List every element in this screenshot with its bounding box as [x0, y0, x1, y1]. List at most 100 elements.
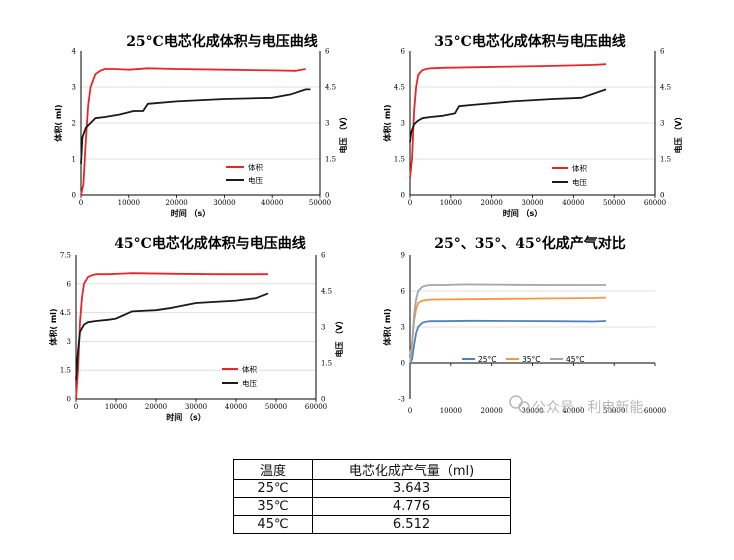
y-axis-label-left: 体积( ml) — [382, 104, 392, 141]
x-tick-label: 10000 — [118, 199, 140, 207]
y-tick-label-left: 9 — [401, 252, 405, 260]
legend-label: 体积 — [572, 163, 587, 173]
cell-temperature: 25℃ — [233, 479, 313, 498]
legend-label: 25°C — [478, 355, 497, 364]
x-axis-label: 时间 （s） — [503, 208, 543, 218]
y-tick-label-right: 0 — [325, 192, 329, 200]
y-tick-label-right: 0 — [321, 396, 325, 404]
x-tick-label: 20000 — [145, 403, 167, 411]
cell-gas-volume: 4.776 — [312, 497, 511, 516]
series-line-2 — [80, 88, 311, 164]
legend-label: 电压 — [572, 177, 587, 187]
legend-label: 体积 — [248, 162, 263, 172]
x-tick-label: 50000 — [603, 199, 625, 207]
chart-title: 25°C电芯化成体积与电压曲线 — [126, 33, 318, 50]
x-tick-label: 50000 — [603, 407, 625, 415]
x-tick-label: 0 — [408, 199, 412, 207]
series-line-2 — [409, 88, 607, 143]
y-tick-label-left: 3 — [401, 324, 405, 332]
y-tick-label-right: 3 — [325, 120, 329, 128]
y-tick-label-left: 3 — [72, 84, 76, 92]
x-tick-label: 50000 — [309, 199, 331, 207]
series-line-3 — [409, 283, 606, 364]
x-tick-label: 60000 — [644, 407, 666, 415]
y-tick-label-left: 0 — [401, 360, 405, 368]
x-tick-label: 30000 — [521, 199, 543, 207]
y-tick-label-left: 0 — [401, 192, 405, 200]
wechat-icon — [518, 401, 530, 413]
chart-c45: 45°C电芯化成体积与电压曲线 0 10000 20000 30000 40000 5000… — [48, 235, 344, 422]
y-tick-label-right: 3 — [660, 120, 664, 128]
chart-c35: 35°C电芯化成体积与电压曲线 0 10000 20000 30000 40000 5000… — [382, 33, 683, 218]
x-tick-label: 0 — [74, 403, 78, 411]
series-line-1 — [80, 67, 306, 196]
x-tick-label: 50000 — [265, 403, 287, 411]
y-tick-label-left: 2 — [72, 120, 76, 128]
legend-label: 电压 — [248, 175, 263, 185]
series-line-1 — [75, 272, 268, 400]
x-tick-label: 30000 — [521, 407, 543, 415]
x-tick-label: 40000 — [562, 407, 584, 415]
x-axis-label: 时间 （s） — [166, 412, 206, 422]
x-tick-label: 20000 — [481, 407, 503, 415]
x-tick-label: 10000 — [440, 199, 462, 207]
y-tick-label-left: 6 — [67, 280, 72, 288]
y-tick-label-left: 3 — [401, 120, 405, 128]
gas-volume-table: 温度 电芯化成产气量（ml) 25℃ 3.643 35℃ 4.776 45℃ 6… — [233, 459, 511, 534]
watermark-text: 公众号 · 利电新能 — [532, 400, 643, 416]
series-line-1 — [409, 63, 607, 179]
y-tick-label-left: 4.5 — [394, 84, 405, 92]
x-tick-label: 10000 — [440, 407, 462, 415]
y-tick-label-right: 4.5 — [321, 288, 332, 296]
x-tick-label: 20000 — [165, 199, 187, 207]
x-tick-label: 40000 — [225, 403, 247, 411]
legend-label: 45°C — [566, 355, 585, 364]
y-tick-label-left: -3 — [398, 396, 405, 404]
chart-title: 35°C电芯化成体积与电压曲线 — [434, 33, 626, 50]
y-tick-label-left: 7.5 — [60, 252, 71, 260]
y-tick-label-left: 4 — [72, 48, 77, 56]
y-axis-label-left: 体积( ml) — [48, 308, 58, 345]
y-tick-label-right: 3 — [321, 324, 325, 332]
chart-cmp: 25°、35°、45°化成产气对比 0 10000 20000 30000 40000 50… — [382, 235, 666, 415]
watermark: 公众号 · 利电新能 — [509, 395, 643, 416]
table-row: 35℃ 4.776 — [233, 497, 511, 516]
y-tick-label-left: 1.5 — [60, 367, 71, 375]
x-tick-label: 30000 — [185, 403, 207, 411]
y-axis-label-right: 电压 （V） — [338, 113, 348, 154]
chart-c25: 25°C电芯化成体积与电压曲线 0 10000 20000 30000 40000 5000… — [53, 33, 348, 218]
y-tick-label-right: 6 — [325, 48, 330, 56]
table-header-row: 温度 电芯化成产气量（ml) — [233, 459, 511, 480]
y-tick-label-left: 0 — [67, 396, 71, 404]
y-tick-label-right: 6 — [321, 252, 326, 260]
cell-temperature: 45℃ — [233, 515, 313, 534]
x-tick-label: 0 — [79, 199, 83, 207]
y-tick-label-left: 6 — [401, 48, 406, 56]
legend-label: 电压 — [242, 378, 257, 388]
chart-title: 25°、35°、45°化成产气对比 — [434, 235, 625, 252]
x-tick-label: 60000 — [305, 403, 327, 411]
cell-temperature: 35℃ — [233, 497, 313, 516]
y-axis-label-left: 体积( ml) — [53, 104, 63, 141]
x-tick-label: 40000 — [562, 199, 584, 207]
cell-gas-volume: 6.512 — [312, 515, 511, 534]
y-tick-label-right: 1.5 — [321, 360, 332, 368]
x-axis-label: 时间 （s） — [171, 208, 211, 218]
x-tick-label: 20000 — [481, 199, 503, 207]
y-tick-label-left: 4.5 — [60, 309, 71, 317]
y-tick-label-left: 3 — [67, 338, 71, 346]
y-axis-label-right: 电压 （V） — [673, 113, 683, 154]
legend-label: 体积 — [242, 364, 257, 374]
cell-gas-volume: 3.643 — [312, 479, 511, 498]
y-tick-label-left: 1 — [72, 156, 76, 164]
chart-title: 45°C电芯化成体积与电压曲线 — [114, 235, 306, 252]
legend-label: 35°C — [522, 355, 541, 364]
x-tick-label: 60000 — [644, 199, 666, 207]
x-tick-label: 40000 — [261, 199, 283, 207]
series-line-2 — [409, 296, 607, 355]
y-tick-label-right: 1.5 — [660, 156, 671, 164]
y-tick-label-right: 0 — [660, 192, 664, 200]
y-axis-label-right: 电压 （V） — [334, 317, 344, 358]
y-tick-label-left: 6 — [401, 288, 406, 296]
